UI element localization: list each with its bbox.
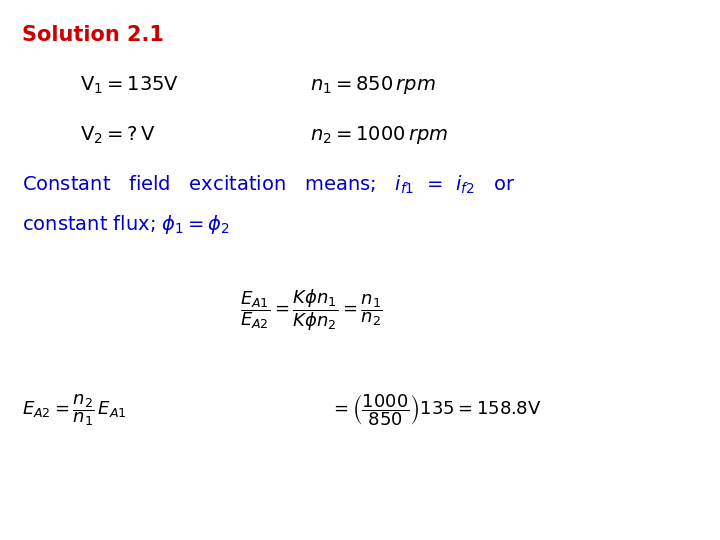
Text: $n_1 = 850\,rpm$: $n_1 = 850\,rpm$: [310, 74, 436, 96]
Text: $\mathrm{V}_2 = ?\,\mathrm{V}$: $\mathrm{V}_2 = ?\,\mathrm{V}$: [80, 124, 156, 146]
Text: $\dfrac{E_{A1}}{E_{A2}} = \dfrac{K\phi n_1}{K\phi n_2} = \dfrac{n_1}{n_2}$: $\dfrac{E_{A1}}{E_{A2}} = \dfrac{K\phi n…: [240, 287, 383, 333]
Text: Solution 2.1: Solution 2.1: [22, 25, 164, 45]
Text: constant flux; $\phi_1 = \phi_2$: constant flux; $\phi_1 = \phi_2$: [22, 213, 230, 237]
Text: Constant   field   excitation   means;   $i_{f1}$  =  $i_{f2}$   or: Constant field excitation means; $i_{f1}…: [22, 174, 516, 196]
Text: $= \left(\dfrac{1000}{850}\right)135 = 158.8\mathrm{V}$: $= \left(\dfrac{1000}{850}\right)135 = 1…: [330, 392, 541, 428]
Text: $n_2 = 1000\,rpm$: $n_2 = 1000\,rpm$: [310, 124, 449, 146]
Text: $E_{A2} = \dfrac{n_2}{n_1}\,E_{A1}$: $E_{A2} = \dfrac{n_2}{n_1}\,E_{A1}$: [22, 392, 127, 428]
Text: $\mathrm{V}_1 = 135\mathrm{V}$: $\mathrm{V}_1 = 135\mathrm{V}$: [80, 75, 179, 96]
